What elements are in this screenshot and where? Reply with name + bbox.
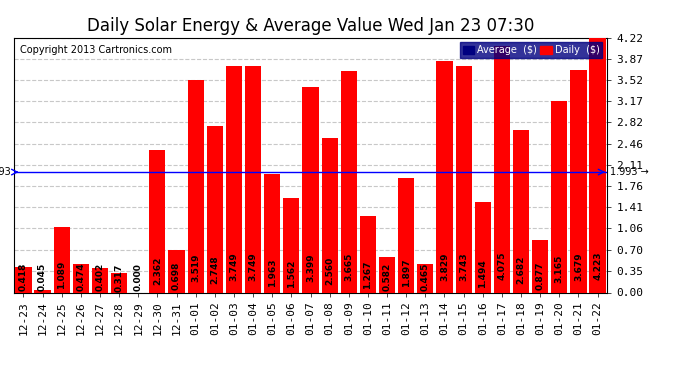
Bar (417, 264, 433, 292)
Bar (322, 138, 338, 292)
Bar (207, 126, 223, 292)
Bar (283, 198, 299, 292)
Text: 4.075: 4.075 (497, 252, 506, 280)
Bar (359, 216, 376, 292)
Bar (188, 80, 204, 292)
Text: 0.418: 0.418 (19, 263, 28, 291)
Bar (149, 150, 166, 292)
Bar (168, 251, 185, 292)
Text: 0.000: 0.000 (134, 263, 143, 291)
Bar (551, 101, 567, 292)
Text: 2.362: 2.362 (153, 257, 162, 285)
Bar (302, 87, 319, 292)
Text: 3.399: 3.399 (306, 254, 315, 282)
Text: 3.519: 3.519 (191, 254, 200, 282)
Bar (245, 66, 262, 292)
Text: 2.560: 2.560 (325, 256, 334, 285)
Text: 3.749: 3.749 (248, 252, 257, 281)
Text: 0.698: 0.698 (172, 262, 181, 290)
Text: 0.465: 0.465 (421, 263, 430, 291)
Text: 3.743: 3.743 (459, 253, 468, 281)
Text: 0.582: 0.582 (382, 262, 391, 291)
Text: 1.494: 1.494 (478, 259, 487, 288)
Text: 0.474: 0.474 (77, 262, 86, 291)
Text: 0.877: 0.877 (535, 261, 544, 290)
Bar (226, 66, 242, 292)
Bar (475, 202, 491, 292)
Text: 1.897: 1.897 (402, 258, 411, 287)
Text: 3.165: 3.165 (555, 255, 564, 283)
Bar (398, 178, 415, 292)
Title: Daily Solar Energy & Average Value Wed Jan 23 07:30: Daily Solar Energy & Average Value Wed J… (87, 16, 534, 34)
Bar (513, 130, 529, 292)
Bar (341, 71, 357, 292)
Bar (436, 61, 453, 292)
Bar (72, 264, 89, 292)
Text: 2.748: 2.748 (210, 256, 219, 284)
Bar (571, 70, 586, 292)
Text: ← 1.993: ← 1.993 (0, 167, 11, 177)
Text: 1.963: 1.963 (268, 258, 277, 286)
Text: 3.749: 3.749 (230, 252, 239, 281)
Bar (532, 240, 549, 292)
Text: 1.267: 1.267 (364, 260, 373, 289)
Legend: Average  ($), Daily  ($): Average ($), Daily ($) (460, 42, 602, 58)
Bar (92, 268, 108, 292)
Text: 3.665: 3.665 (344, 253, 353, 281)
Text: 4.223: 4.223 (593, 251, 602, 280)
Bar (379, 257, 395, 292)
Bar (455, 66, 472, 292)
Bar (54, 227, 70, 292)
Bar (264, 174, 280, 292)
Text: 0.045: 0.045 (38, 263, 47, 291)
Text: 0.317: 0.317 (115, 263, 124, 291)
Text: 3.679: 3.679 (574, 253, 583, 281)
Text: 1.089: 1.089 (57, 261, 66, 289)
Bar (494, 46, 510, 292)
Text: 0.402: 0.402 (95, 263, 104, 291)
Text: 1.993 →: 1.993 → (610, 167, 649, 177)
Text: 1.562: 1.562 (287, 260, 296, 288)
Bar (111, 273, 127, 292)
Bar (34, 290, 50, 292)
Text: 3.829: 3.829 (440, 252, 449, 281)
Text: 2.682: 2.682 (517, 256, 526, 284)
Text: Copyright 2013 Cartronics.com: Copyright 2013 Cartronics.com (20, 45, 172, 55)
Bar (15, 267, 32, 292)
Bar (589, 38, 606, 292)
